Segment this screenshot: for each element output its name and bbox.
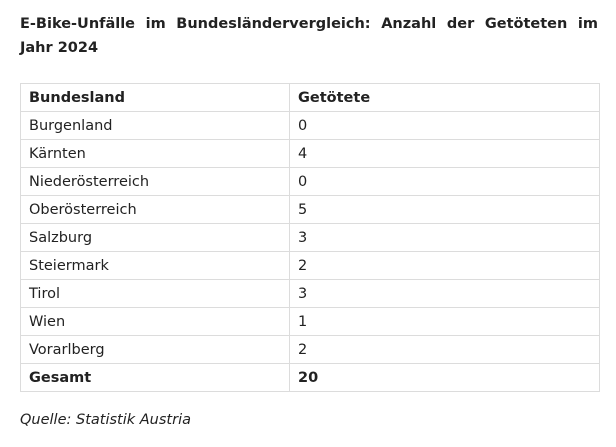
cell-bundesland: Salzburg (20, 223, 290, 252)
total-label: Gesamt (20, 363, 290, 392)
column-header-getoetete: Getötete (289, 83, 600, 112)
cell-getoetete: 3 (289, 223, 600, 252)
source-note: Quelle: Statistik Austria (20, 412, 191, 428)
cell-bundesland: Niederösterreich (20, 167, 290, 196)
table-row: Oberösterreich 5 (20, 195, 600, 224)
cell-bundesland: Vorarlberg (20, 335, 290, 364)
table-row: Salzburg 3 (20, 223, 600, 252)
cell-getoetete: 0 (289, 111, 600, 140)
cell-getoetete: 2 (289, 335, 600, 364)
cell-getoetete: 3 (289, 279, 600, 308)
cell-bundesland: Oberösterreich (20, 195, 290, 224)
cell-getoetete: 1 (289, 307, 600, 336)
cell-bundesland: Steiermark (20, 251, 290, 280)
cell-bundesland: Burgenland (20, 111, 290, 140)
cell-getoetete: 2 (289, 251, 600, 280)
table-row: Kärnten 4 (20, 139, 600, 168)
cell-bundesland: Wien (20, 307, 290, 336)
total-value: 20 (289, 363, 600, 392)
cell-getoetete: 0 (289, 167, 600, 196)
cell-getoetete: 5 (289, 195, 600, 224)
table-row: Niederösterreich 0 (20, 167, 600, 196)
data-table: Bundesland Getötete Burgenland 0 Kärnten… (20, 83, 600, 392)
table-row: Vorarlberg 2 (20, 335, 600, 364)
cell-bundesland: Tirol (20, 279, 290, 308)
table-row: Burgenland 0 (20, 111, 600, 140)
table-header-row: Bundesland Getötete (20, 83, 600, 112)
table-row: Tirol 3 (20, 279, 600, 308)
table-row: Steiermark 2 (20, 251, 600, 280)
cell-getoetete: 4 (289, 139, 600, 168)
cell-bundesland: Kärnten (20, 139, 290, 168)
page-title: E-Bike-Unfälle im Bundesländervergleich:… (20, 16, 598, 56)
table-total-row: Gesamt 20 (20, 363, 600, 392)
column-header-bundesland: Bundesland (20, 83, 290, 112)
table-row: Wien 1 (20, 307, 600, 336)
